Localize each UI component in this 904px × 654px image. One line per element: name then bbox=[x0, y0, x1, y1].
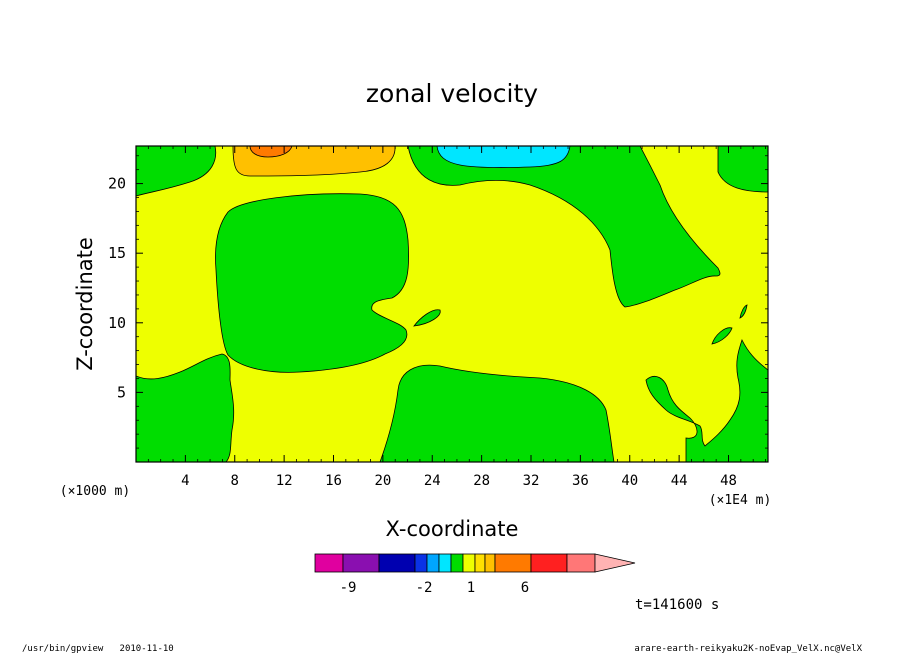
x-tick-label: 8 bbox=[231, 473, 239, 489]
x-tick-label: 20 bbox=[374, 473, 391, 489]
colorbar-tick-labels: -9 -2 1 6 bbox=[340, 580, 530, 596]
colorbar-cell bbox=[494, 553, 532, 573]
colorbar-cell bbox=[438, 553, 452, 573]
y-scale-note: (×1000 m) bbox=[60, 484, 130, 499]
colorbar-cell bbox=[414, 553, 428, 573]
field-green-sliver-1 bbox=[711, 327, 733, 345]
colorbar-cell bbox=[566, 553, 596, 573]
field-orange-top bbox=[249, 146, 293, 158]
plot-frame bbox=[135, 145, 769, 463]
y-tick-label: 10 bbox=[108, 314, 126, 332]
x-tick-label: 48 bbox=[720, 473, 737, 489]
field-green-topleft bbox=[136, 146, 217, 197]
x-tick-label: 12 bbox=[276, 473, 293, 489]
x-tick-label: 40 bbox=[621, 473, 638, 489]
colorbar-cell bbox=[462, 553, 476, 573]
field-green-topmid bbox=[407, 146, 721, 308]
footer-left: /usr/bin/gpview 2010-11-10 bbox=[22, 644, 174, 654]
field-green-center bbox=[215, 193, 410, 373]
x-tick-label: 28 bbox=[473, 473, 490, 489]
time-label: t=141600 s bbox=[635, 597, 719, 613]
x-tick-label: 44 bbox=[671, 473, 688, 489]
colorbar-cell bbox=[530, 553, 568, 573]
y-axis-ticks: 5 10 15 20 bbox=[108, 155, 768, 449]
colorbar bbox=[314, 553, 636, 573]
colorbar-extension bbox=[594, 553, 636, 573]
field-green-bottomright bbox=[645, 338, 768, 462]
colorbar-cell bbox=[474, 553, 486, 573]
x-tick-label: 16 bbox=[325, 473, 342, 489]
colorbar-tick-label: 6 bbox=[521, 580, 529, 596]
colorbar-tick-label: 1 bbox=[467, 580, 475, 596]
chart-title: zonal velocity bbox=[366, 79, 538, 108]
x-tick-label: 4 bbox=[181, 473, 189, 489]
plot-area bbox=[135, 145, 769, 463]
y-tick-label: 15 bbox=[108, 244, 126, 262]
x-tick-label: 36 bbox=[572, 473, 589, 489]
colorbar-tick-label: -2 bbox=[416, 580, 433, 596]
field-cyan-top bbox=[436, 146, 571, 168]
colorbar-cell bbox=[426, 553, 440, 573]
field-green-islet bbox=[413, 309, 441, 327]
colorbar-cell bbox=[342, 553, 380, 573]
y-tick-label: 5 bbox=[117, 383, 126, 401]
x-axis-ticks: 4 8 12 16 20 24 28 32 36 40 44 48 bbox=[147, 146, 766, 489]
colorbar-cell bbox=[378, 553, 416, 573]
colorbar-tick-label: -9 bbox=[340, 580, 357, 596]
field-green-sliver-2 bbox=[739, 304, 748, 319]
x-tick-label: 32 bbox=[523, 473, 540, 489]
x-tick-label: 24 bbox=[424, 473, 441, 489]
y-axis-label: Z-coordinate bbox=[73, 237, 97, 371]
footer-right: arare-earth-reikyaku2K-noEvap_VelX.nc@Ve… bbox=[634, 644, 862, 654]
y-tick-label: 20 bbox=[108, 175, 126, 193]
field-green-bottomcenter bbox=[379, 364, 615, 462]
field-green-bottomleft bbox=[136, 353, 235, 462]
colorbar-cell bbox=[484, 553, 496, 573]
x-scale-note: (×1E4 m) bbox=[709, 493, 772, 508]
x-axis-label: X-coordinate bbox=[386, 517, 519, 541]
colorbar-cell bbox=[314, 553, 344, 573]
colorbar-cell bbox=[450, 553, 464, 573]
